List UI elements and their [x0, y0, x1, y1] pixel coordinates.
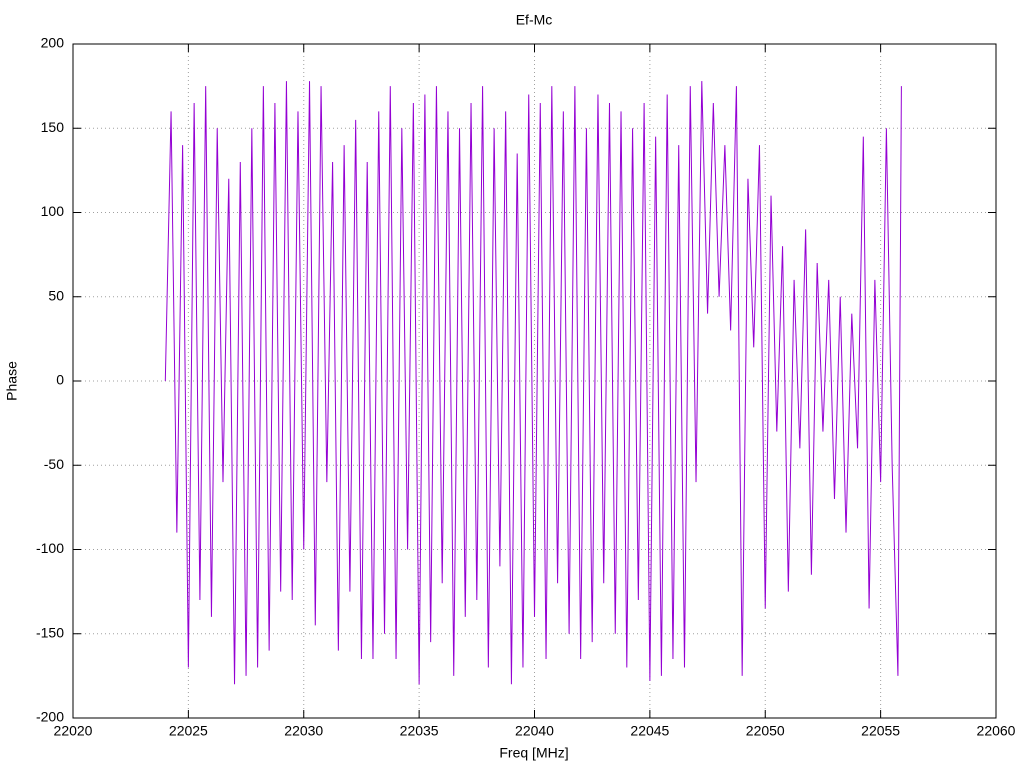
y-tick-label: 0 — [56, 372, 64, 388]
plot-frame — [72, 43, 997, 719]
x-tick-label: 22060 — [977, 723, 1016, 739]
y-tick-label: -150 — [36, 624, 64, 640]
y-axis-label: Phase — [4, 361, 20, 401]
x-tick-label: 22055 — [861, 723, 900, 739]
y-tick-label: 150 — [41, 119, 65, 135]
x-axis-label: Freq [MHz] — [499, 745, 568, 761]
x-tick-label: 22045 — [630, 723, 669, 739]
x-tick-label: 22030 — [284, 723, 323, 739]
y-tick-label: -100 — [36, 540, 64, 556]
x-tick-label: 22050 — [746, 723, 785, 739]
data-line — [164, 81, 902, 685]
y-tick-label: 200 — [41, 35, 65, 51]
x-tick-label: 22025 — [169, 723, 208, 739]
x-tick-label: 22020 — [54, 723, 93, 739]
y-tick-label: 100 — [41, 203, 65, 219]
y-tick-label: -200 — [36, 709, 64, 725]
chart-title: Ef-Mc — [516, 12, 553, 28]
x-tick-label: 22040 — [515, 723, 554, 739]
x-tick-label: 22035 — [400, 723, 439, 739]
y-tick-label: -50 — [44, 456, 64, 472]
y-tick-label: 50 — [48, 287, 64, 303]
